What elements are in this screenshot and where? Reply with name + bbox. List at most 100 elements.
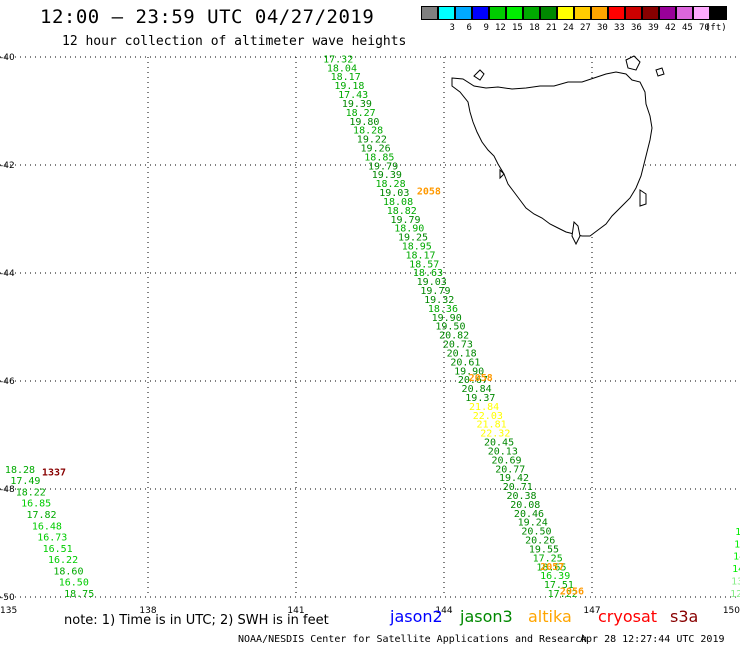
wave-height-label: 15 bbox=[735, 527, 740, 538]
legend-swatch bbox=[472, 6, 489, 20]
wave-height-label: 18.17 bbox=[331, 72, 361, 83]
wave-height-label: 18.85 bbox=[364, 152, 394, 163]
satellite-name: cryosat bbox=[598, 607, 658, 626]
legend-label: 15 bbox=[512, 23, 523, 33]
lat-tick-label: -46 bbox=[0, 377, 15, 387]
legend-swatch bbox=[455, 6, 472, 20]
wave-height-label: 20.50 bbox=[521, 527, 551, 538]
wave-height-label: 20.45 bbox=[484, 438, 514, 449]
satellite-name: altika bbox=[528, 607, 572, 626]
axis-tick-labels: 135 138 141 144 147 150 -40 -42 -44 -46 -48 -50 bbox=[0, 53, 740, 616]
wave-height-label: 18.22 bbox=[16, 487, 46, 498]
legend-label: 70 bbox=[699, 23, 710, 33]
wave-height-label: 18.82 bbox=[387, 206, 417, 217]
lon-tick-label: 141 bbox=[287, 606, 304, 616]
wave-height-label: 19.80 bbox=[349, 117, 379, 128]
wave-height-label: 19.25 bbox=[398, 233, 428, 244]
footer-timestamp: Apr 28 12:27:44 UTC 2019 bbox=[580, 634, 725, 645]
wave-height-label: 20.82 bbox=[439, 331, 469, 342]
wave-height-label: 12.38 bbox=[730, 589, 740, 600]
legend-swatch bbox=[642, 6, 659, 20]
wave-height-label: 19.50 bbox=[435, 322, 465, 333]
wave-height-label: 15. bbox=[734, 539, 740, 550]
lon-tick-label: 138 bbox=[139, 606, 156, 616]
legend-swatch bbox=[574, 6, 591, 20]
wave-height-label: 1337 bbox=[42, 468, 66, 479]
legend-swatch bbox=[540, 6, 557, 20]
legend-label: 21 bbox=[546, 23, 557, 33]
satellite-name: jason3 bbox=[460, 607, 513, 626]
wave-height-label: 21.84 bbox=[469, 402, 499, 413]
wave-height-label: 18.27 bbox=[346, 108, 376, 119]
wave-height-label: 18.95 bbox=[402, 242, 432, 253]
wave-height-label: 17.49 bbox=[10, 476, 40, 487]
wave-height-label: 20.71 bbox=[503, 482, 533, 493]
wave-height-label: 18.08 bbox=[383, 197, 413, 208]
wave-height-label: 20.84 bbox=[462, 384, 492, 395]
bruny-island bbox=[571, 220, 581, 246]
legend-swatch bbox=[676, 6, 693, 20]
wave-height-label: 19.26 bbox=[361, 144, 391, 155]
legend-label: 18 bbox=[529, 23, 540, 33]
wave-height-label: 19.55 bbox=[529, 544, 559, 555]
lat-tick-label: -44 bbox=[0, 269, 15, 279]
wave-height-label: 19.79 bbox=[390, 215, 420, 226]
legend-swatch bbox=[421, 6, 438, 20]
legend-swatch bbox=[489, 6, 506, 20]
lat-tick-label: -40 bbox=[0, 53, 15, 63]
wave-height-label: 18.28 bbox=[376, 179, 406, 190]
legend-label: 39 bbox=[648, 23, 659, 33]
wave-height-label: 14.1 bbox=[732, 564, 740, 575]
legend-label: 45 bbox=[682, 23, 693, 33]
legend-swatch bbox=[693, 6, 710, 20]
lon-tick-label: 147 bbox=[583, 606, 600, 616]
legend-label: 3 bbox=[449, 23, 455, 33]
lon-tick-label: 144 bbox=[435, 606, 452, 616]
legend-swatch bbox=[710, 6, 727, 20]
wave-height-label: 22.32 bbox=[480, 429, 510, 440]
wave-height-label: 18.36 bbox=[428, 304, 458, 315]
wave-height-label: 19.37 bbox=[465, 393, 495, 404]
wave-height-label: 19.22 bbox=[357, 135, 387, 146]
wave-height-label: 17.51 bbox=[544, 580, 574, 591]
wave-height-label: 19.39 bbox=[342, 99, 372, 110]
wave-height-label: 14.1 bbox=[733, 552, 740, 563]
legend-label: 6 bbox=[466, 23, 472, 33]
legend-label: 27 bbox=[580, 23, 591, 33]
wave-height-label: 17.32 bbox=[323, 54, 353, 65]
wave-height-label: 20.46 bbox=[514, 509, 544, 520]
wave-height-label: 19.03 bbox=[417, 277, 447, 288]
page-title: 12:00 – 23:59 UTC 04/27/2019 bbox=[40, 6, 375, 28]
wave-height-label: 16.39 bbox=[540, 571, 570, 582]
wave-height-label: 20.26 bbox=[525, 536, 555, 547]
legend-swatch bbox=[438, 6, 455, 20]
wave-height-label: 19.32 bbox=[424, 295, 454, 306]
lon-tick-label: 150 bbox=[723, 606, 740, 616]
wave-height-label: 20.77 bbox=[495, 464, 525, 475]
lat-tick-label: -50 bbox=[0, 593, 15, 603]
tasmania-outline bbox=[451, 71, 653, 237]
wave-height-label: 2058 bbox=[469, 373, 493, 384]
legend-label: 30 bbox=[597, 23, 608, 33]
wave-height-label: 18.17 bbox=[405, 250, 435, 261]
wave-height-label: 2057 bbox=[540, 562, 564, 573]
legend-swatch bbox=[625, 6, 642, 20]
wave-height-label: 19.42 bbox=[499, 473, 529, 484]
islet-1 bbox=[655, 67, 665, 77]
flinders-island bbox=[625, 55, 641, 71]
legend-label: 33 bbox=[614, 23, 625, 33]
lon-tick-label: 135 bbox=[0, 606, 17, 616]
wave-height-label: 20.08 bbox=[510, 500, 540, 511]
wave-height-label: 18.65 bbox=[536, 562, 566, 573]
wave-height-label: 19.24 bbox=[518, 518, 548, 529]
legend-label: 36 bbox=[631, 23, 642, 33]
wave-height-label: 19.39 bbox=[372, 170, 402, 181]
wave-height-label: 16.48 bbox=[32, 521, 62, 532]
wave-height-label: 18.60 bbox=[53, 566, 83, 577]
map-grid bbox=[0, 56, 740, 598]
wave-height-label: 20.38 bbox=[506, 491, 536, 502]
legend-swatch bbox=[557, 6, 574, 20]
wave-height-label: 17.22 bbox=[548, 589, 578, 600]
legend-label: 12 bbox=[495, 23, 506, 33]
